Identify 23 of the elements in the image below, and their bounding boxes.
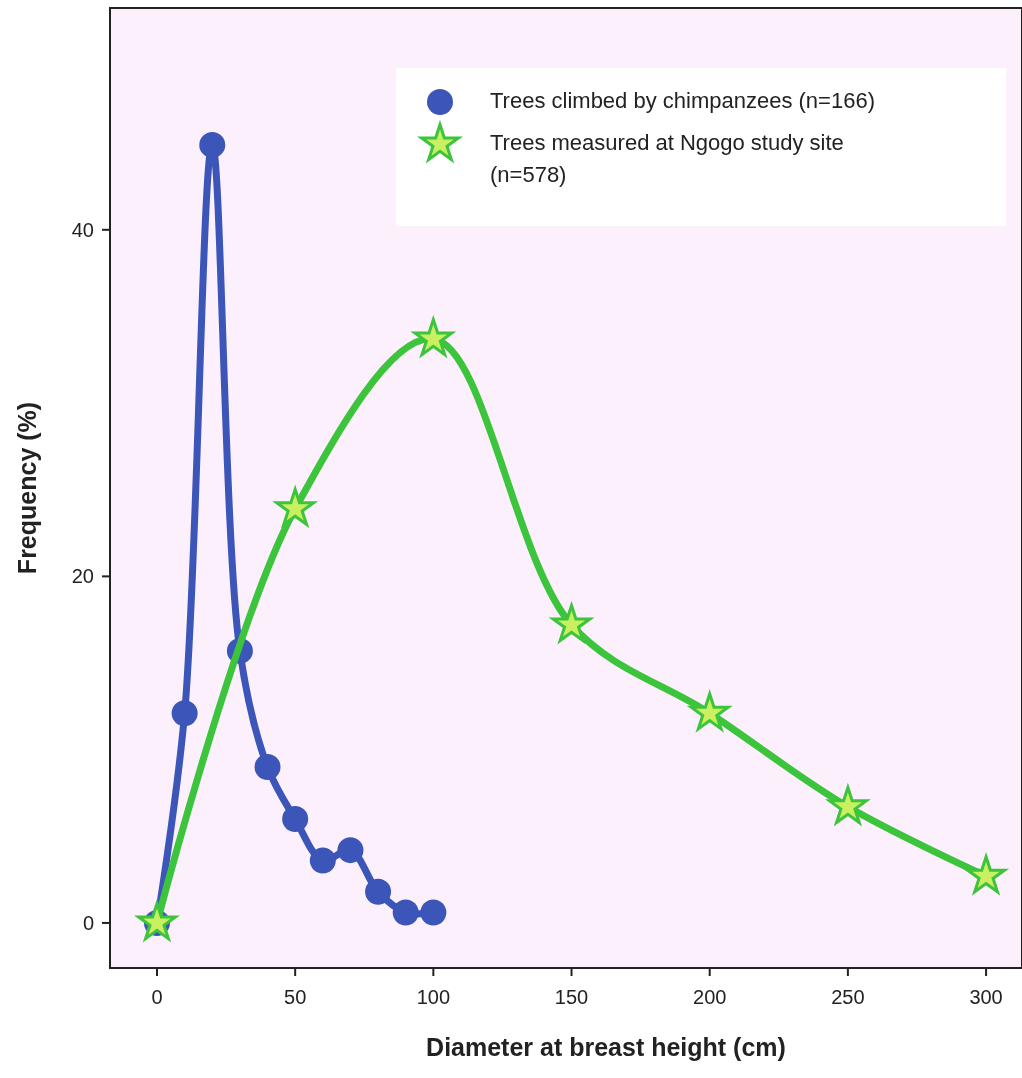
y-tick-label: 0 xyxy=(82,911,94,934)
point xyxy=(309,847,336,874)
x-tick-label: 0 xyxy=(151,986,163,1008)
legend-label: Trees measured at Ngogo study site (n=578) xyxy=(490,130,844,187)
point xyxy=(337,837,364,864)
point xyxy=(171,700,198,727)
x-tick-label: 150 xyxy=(554,986,589,1008)
y-tick-label: 20 xyxy=(71,565,94,588)
point xyxy=(392,899,419,926)
x-tick-label: 50 xyxy=(284,986,307,1008)
legend-label: Trees climbed by chimpanzees (n=166) xyxy=(490,88,875,113)
point xyxy=(282,805,309,832)
point xyxy=(365,878,392,905)
x-tick-label: 250 xyxy=(831,986,865,1008)
x-tick-label: 300 xyxy=(969,986,1003,1008)
point xyxy=(254,753,281,780)
x-tick-label: 100 xyxy=(416,986,451,1008)
point xyxy=(199,131,226,158)
y-tick-label: 40 xyxy=(71,218,94,241)
y-axis-title: Frequency (%) xyxy=(13,401,41,575)
point xyxy=(420,899,447,926)
x-axis-title: Diameter at breast height (cm) xyxy=(426,1033,786,1061)
x-tick-label: 200 xyxy=(693,986,727,1008)
